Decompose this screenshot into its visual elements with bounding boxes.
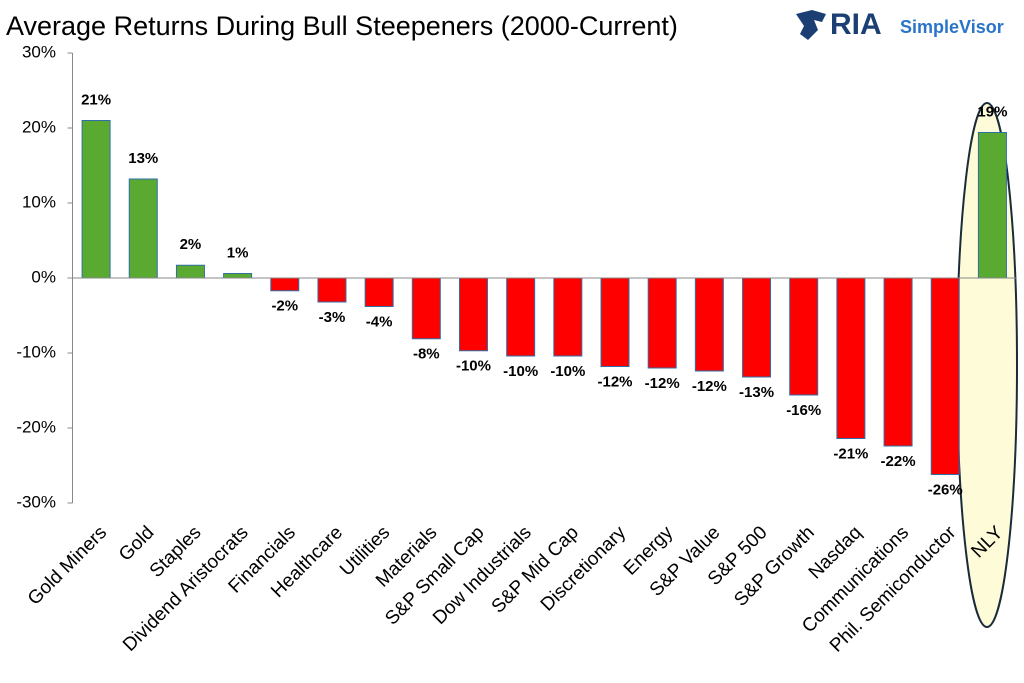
bar [600, 277, 630, 367]
value-label: -3% [319, 309, 346, 326]
value-label: -22% [881, 453, 916, 470]
value-label: -21% [833, 445, 868, 462]
value-label: 1% [227, 244, 249, 261]
value-label: -13% [739, 384, 774, 401]
bar [694, 277, 724, 372]
chart-title: Average Returns During Bull Steepeners (… [6, 11, 678, 41]
value-label: -10% [503, 363, 538, 380]
y-tick-label: 20% [22, 117, 56, 136]
value-label: -10% [456, 358, 491, 375]
y-tick-label: 30% [22, 42, 56, 61]
value-label: 13% [128, 150, 158, 167]
value-label: -2% [271, 298, 298, 315]
value-label: -4% [366, 313, 393, 330]
bar [411, 277, 441, 340]
value-label: 19% [977, 103, 1007, 120]
logo-product: SimpleVisor [900, 17, 1004, 37]
y-tick-label: 0% [31, 267, 56, 286]
bar [883, 277, 913, 447]
value-label: 21% [81, 91, 111, 108]
bar [175, 264, 205, 279]
bar [789, 277, 819, 396]
bar [930, 277, 960, 475]
value-label: -12% [597, 373, 632, 390]
bar [223, 273, 253, 279]
bar [742, 277, 772, 378]
bar [458, 277, 488, 352]
bar [270, 277, 300, 292]
value-label: -12% [645, 375, 680, 392]
logo-icon [796, 10, 826, 40]
value-label: -8% [413, 346, 440, 363]
value-label: -16% [786, 402, 821, 419]
value-label: -12% [692, 378, 727, 395]
value-label: -10% [550, 363, 585, 380]
bar [553, 277, 583, 357]
y-tick-label: -30% [16, 492, 56, 511]
bar [506, 277, 536, 357]
value-label: -26% [928, 481, 963, 498]
value-label: 2% [180, 236, 202, 253]
y-tick-label: -10% [16, 342, 56, 361]
bar [836, 277, 866, 439]
bar [317, 277, 347, 303]
bar [647, 277, 677, 369]
bar [128, 178, 158, 279]
logo: RIA SimpleVisor [796, 8, 1004, 41]
bar [81, 120, 111, 279]
logo-brand: RIA [830, 8, 882, 41]
y-tick-label: -20% [16, 417, 56, 436]
y-tick-label: 10% [22, 192, 56, 211]
bar [364, 277, 394, 307]
bar [977, 132, 1007, 279]
